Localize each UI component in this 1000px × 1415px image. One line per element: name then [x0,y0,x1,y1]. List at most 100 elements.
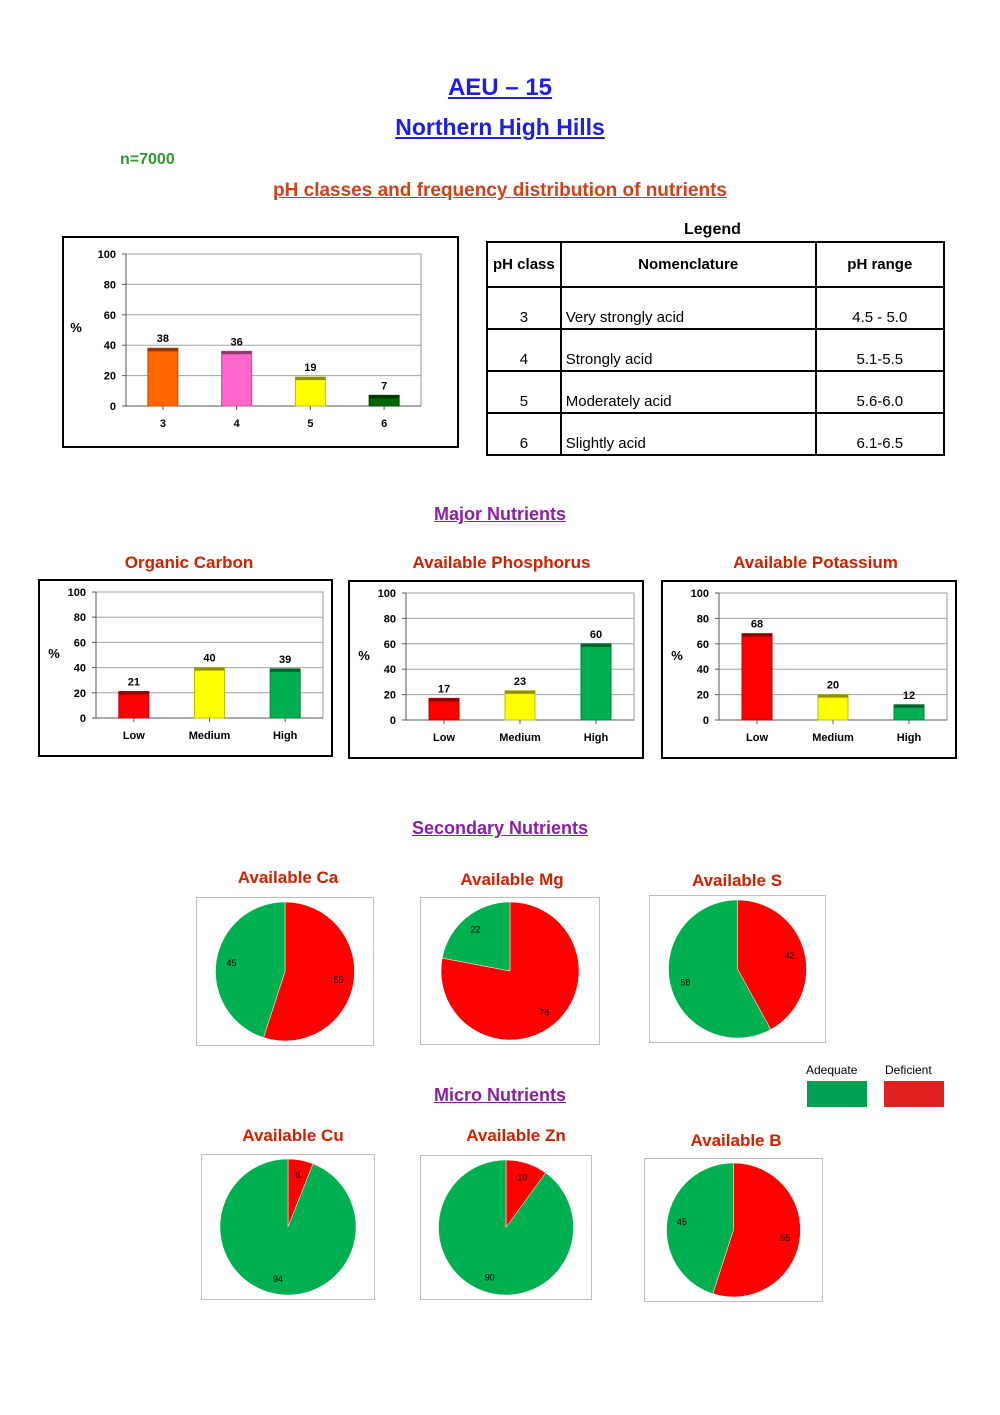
y-tick-label: 80 [384,613,396,625]
legend-ph-class: 6 [486,412,562,456]
x-tick-label: 6 [381,418,387,430]
legend-title: Legend [684,221,741,238]
y-tick-label: 60 [697,639,709,651]
ca-pie-svg: 55 45 [215,901,355,1042]
y-tick-label: 0 [110,401,116,413]
b-pie-svg: 55 45 [666,1162,801,1298]
pie-data-label: 6 [295,1170,300,1180]
pie-data-label: 78 [539,1007,549,1017]
ca-title: Available Ca [237,868,339,887]
legend-ph-class: 3 [486,286,562,330]
pie-slice-adequate [668,899,772,1039]
pie-slice-adequate [438,1159,574,1296]
b-title: Available B [690,1131,782,1150]
bar-top [118,691,149,695]
y-axis-label: % [358,648,370,663]
x-tick-label: 3 [160,418,166,430]
zn-pie-chart: 10 90 [420,1155,592,1300]
y-tick-label: 40 [104,340,116,352]
bar [147,347,179,407]
y-tick-label: 80 [104,279,116,291]
b-pie-chart: 55 45 [644,1158,823,1302]
y-tick-label: 0 [703,715,709,727]
data-label: 19 [304,362,316,374]
y-tick-label: 20 [697,690,709,702]
legend-ph-range: 5.1-5.5 [814,328,946,372]
x-tick-label: 5 [307,418,313,430]
y-tick-label: 20 [74,688,86,700]
phosphorus-chart-svg: 0 20 40 60 80 100% 17 Low 23 Medium 60 High [348,580,644,759]
y-tick-label: 40 [384,664,396,676]
pie-data-label: 45 [226,958,236,968]
bar [269,668,301,719]
pie-data-label: 55 [780,1233,790,1243]
potassium-chart: 0 20 40 60 80 100% 68 Low 20 Medium 12 High [661,580,957,764]
bar-top [369,395,400,399]
zn-title: Available Zn [466,1126,566,1145]
data-label: 21 [128,677,140,689]
legend-row: 6 Slightly acid 6.1-6.5 [486,412,946,456]
bar [741,633,773,721]
y-axis-label: % [671,648,683,663]
legend-header-ph-range: pH range [814,241,946,288]
data-label: 38 [157,333,169,345]
pie-data-label: 42 [785,951,795,961]
organic-carbon-title: Organic Carbon [124,553,254,572]
data-label: 7 [381,380,387,392]
bar-top [505,690,535,694]
adequate-key-label: Adequate [806,1063,858,1077]
pie-slice-adequate [219,1158,357,1296]
ph-chart-svg: 0 20 40 60 80 100% 38 3 36 4 19 5 7 6 [62,236,459,448]
ph-section-title: pH classes and frequency distribution of… [273,180,727,201]
bar-top [429,698,459,702]
y-tick-label: 20 [104,371,116,383]
y-axis-label: % [48,646,60,661]
y-tick-label: 80 [74,612,86,624]
bar [428,697,460,721]
adequate-key-swatch [807,1081,867,1107]
organic-carbon-chart: 0 20 40 60 80 100% 21 Low 40 Medium 39 High [38,579,333,762]
x-tick-label: Low [123,730,145,742]
phosphorus-chart: 0 20 40 60 80 100% 17 Low 23 Medium 60 High [348,580,644,764]
y-tick-label: 20 [384,690,396,702]
bar-top [221,351,252,355]
pie-data-label: 45 [677,1217,687,1227]
y-tick-label: 100 [98,249,116,261]
y-tick-label: 100 [691,588,709,600]
pie-data-label: 58 [680,977,690,987]
bar [221,350,253,407]
x-tick-label: Low [433,732,455,744]
y-tick-label: 40 [697,664,709,676]
legend-table: pH class Nomenclature pH range 3 Very st… [486,241,946,456]
pie-slice-deficient [737,899,807,1030]
bar-top [194,667,225,671]
x-tick-label: 4 [234,418,241,430]
legend-row: 4 Strongly acid 5.1-5.5 [486,328,946,372]
bar-top [581,643,611,647]
y-tick-label: 60 [384,639,396,651]
page-subtitle: Northern High Hills [395,114,605,140]
data-label: 39 [279,654,291,666]
bar [194,667,225,719]
bar-top [894,704,924,708]
pie-slice-adequate [215,901,286,1038]
legend-header-row: pH class Nomenclature pH range [486,241,946,288]
major-nutrients-heading: Major Nutrients [433,504,566,524]
y-tick-label: 100 [378,588,396,600]
x-tick-label: High [897,732,922,744]
legend-nomenclature: Strongly acid [559,328,817,372]
x-tick-label: High [273,730,298,742]
potassium-chart-svg: 0 20 40 60 80 100% 68 Low 20 Medium 12 High [661,580,957,759]
data-label: 40 [203,653,215,665]
legend-nomenclature: Slightly acid [559,412,817,456]
phosphorus-title: Available Phosphorus [412,553,591,572]
s-pie-chart: 42 58 [649,895,826,1043]
legend-ph-range: 4.5 - 5.0 [814,286,946,330]
bar [504,690,536,721]
ca-pie-chart: 55 45 [196,897,374,1046]
pie-slice-deficient [263,901,355,1042]
bar-top [742,633,772,637]
bar-top [295,377,326,381]
pie-data-label: 22 [471,925,481,935]
zn-pie-svg: 10 90 [438,1159,574,1296]
